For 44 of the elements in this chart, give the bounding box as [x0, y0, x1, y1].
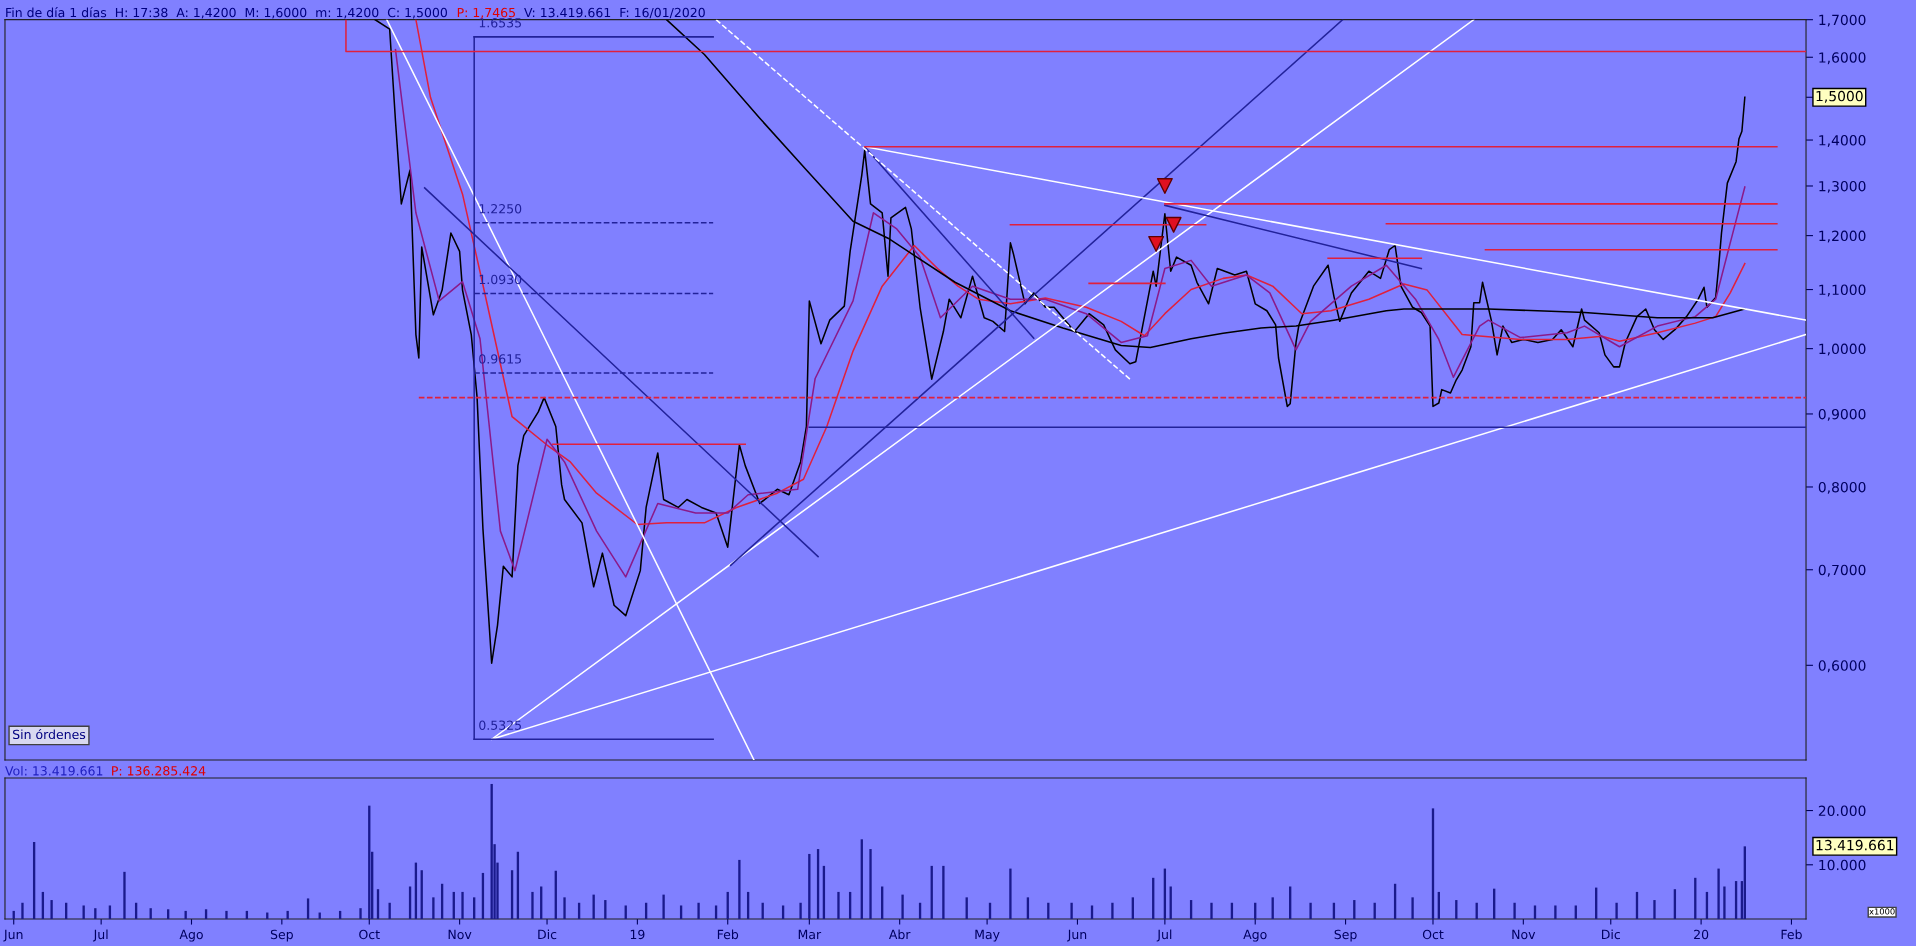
annotation: Sin órdenes [13, 728, 86, 740]
x-tick-label: Jul [1156, 929, 1172, 942]
y-tick-label: 20.000 [1818, 805, 1866, 817]
x-tick-label: Abr [888, 929, 911, 940]
y-tick-label: 1,4000 [1819, 135, 1866, 147]
x-tick-label: Sep [1334, 929, 1357, 942]
x-tick-label: Jun [3, 929, 23, 942]
text: 13.419.661 [1816, 839, 1894, 851]
x-tick-label: May [975, 929, 1000, 942]
x-tick-label: Jun [1067, 929, 1087, 942]
text: P: 136.285.424 [112, 766, 206, 776]
text: P: 1,7465 [457, 7, 515, 19]
x-tick-label: Oct [1422, 929, 1444, 940]
y-tick-label: 1,3000 [1819, 180, 1866, 193]
chart-title: Fin de día 1 días H: 17:38 A: 1,4200 M: 1,6000 m: 1,4200 C: 1,5000 [6, 7, 447, 19]
x-tick-label: Nov [448, 929, 472, 940]
chart-title: Vol: 13.419.661 [5, 765, 103, 776]
x-tick-label: 19 [630, 929, 645, 940]
x-tick-label: Oct [359, 929, 380, 940]
text: V: 13.419.661 F: 16/01/2020 [524, 7, 705, 19]
x-tick-label: Feb [717, 929, 739, 940]
text: x1000 [1869, 908, 1895, 915]
x-tick-label: Feb [1781, 929, 1802, 940]
y-tick-label: 1,6000 [1819, 52, 1866, 65]
text: 1,5000 [1816, 90, 1863, 103]
x-tick-label: Dic [1602, 929, 1620, 940]
annotation: 1.6535 [479, 18, 521, 28]
x-tick-label: Ago [179, 929, 203, 942]
y-tick-label: 0,8000 [1818, 481, 1866, 494]
y-tick-label: 1,1000 [1819, 284, 1866, 297]
y-tick-label: 0,7000 [1818, 564, 1866, 577]
x-tick-label: Dic [538, 929, 557, 940]
y-tick-label: 0,6000 [1818, 660, 1866, 673]
y-tick-label: 1,7000 [1819, 14, 1866, 27]
x-tick-label: Jul [92, 929, 108, 942]
x-tick-label: 20 [1694, 929, 1709, 940]
x-tick-label: Sep [270, 929, 293, 942]
x-tick-label: Ago [1243, 929, 1267, 942]
y-tick-label: 10.000 [1819, 859, 1866, 871]
x-tick-label: Mar [798, 929, 822, 940]
x-tick-label: Nov [1512, 929, 1536, 940]
y-tick-label: 1,2000 [1819, 230, 1866, 243]
y-tick-label: 0,9000 [1818, 408, 1866, 421]
y-tick-label: 1,0000 [1819, 343, 1866, 356]
